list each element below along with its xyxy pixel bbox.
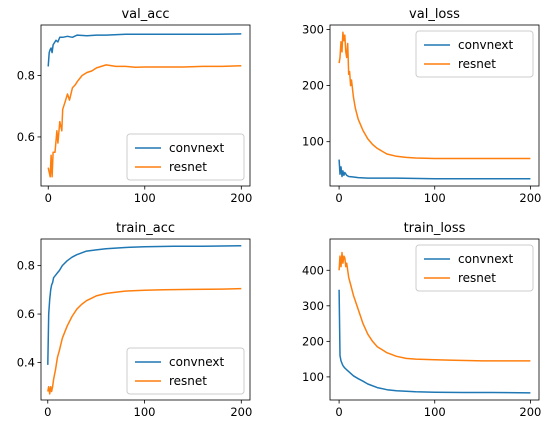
legend-label-resnet: resnet: [169, 374, 207, 388]
legend-label-resnet: resnet: [458, 57, 496, 71]
legend-label-convnext: convnext: [169, 355, 225, 369]
y-tick-label: 200: [302, 79, 324, 93]
legend-label-convnext: convnext: [169, 141, 225, 155]
x-tick-label: 100: [424, 405, 446, 419]
x-tick-label: 100: [134, 191, 156, 205]
x-tick-label: 200: [230, 191, 252, 205]
panel-title-train-acc: train_acc: [116, 221, 175, 236]
series-line-resnet: [338, 31, 531, 160]
axes-frame: [40, 24, 251, 187]
panel-title-val-acc: val_acc: [121, 7, 169, 22]
legend-label-convnext: convnext: [458, 252, 514, 266]
x-tick-label: 200: [519, 405, 541, 419]
legend: convnext resnet: [126, 347, 245, 395]
legend: convnext resnet: [126, 133, 245, 181]
series-line-resnet: [338, 251, 531, 362]
y-tick-label: 0.8: [17, 69, 35, 83]
legend-box: [415, 244, 534, 292]
legend: convnext resnet: [415, 30, 534, 78]
series-line-resnet: [47, 64, 242, 178]
legend-box: [126, 347, 245, 395]
y-tick-label: 300: [302, 22, 324, 36]
axes-frame: [40, 238, 251, 401]
series-line-convnext: [47, 245, 242, 365]
y-tick-label: 200: [302, 334, 324, 348]
x-tick-label: 200: [230, 405, 252, 419]
x-tick-label: 0: [335, 191, 342, 205]
y-tick-label: 300: [302, 299, 324, 313]
x-tick-label: 0: [45, 191, 52, 205]
y-tick-label: 100: [302, 135, 324, 149]
panel-title-train-loss: train_loss: [404, 221, 466, 236]
x-tick-label: 100: [424, 191, 446, 205]
legend-box: [126, 133, 245, 181]
panel-train-loss: train_loss 0 100 200 100 200 300 400 convnext re…: [302, 221, 541, 419]
legend-label-resnet: resnet: [458, 271, 496, 285]
y-tick-label: 400: [302, 263, 324, 277]
series-line-convnext: [338, 159, 531, 180]
x-tick-label: 200: [519, 191, 541, 205]
y-tick-label: 100: [302, 370, 324, 384]
legend-label-resnet: resnet: [169, 160, 207, 174]
y-tick-label: 0.4: [17, 355, 35, 369]
series-line-convnext: [47, 33, 242, 67]
panel-val-loss: val_loss 0 100 200 100 200 300 convnext resnet: [302, 7, 541, 205]
x-tick-label: 100: [134, 405, 156, 419]
legend-label-convnext: convnext: [458, 38, 514, 52]
legend-box: [415, 30, 534, 78]
legend: convnext resnet: [415, 244, 534, 292]
y-tick-label: 0.6: [17, 130, 35, 144]
series-line-convnext: [338, 289, 531, 394]
panel-title-val-loss: val_loss: [409, 7, 460, 22]
y-tick-label: 0.6: [17, 307, 35, 321]
panel-train-acc: train_acc 0 100 200 0.4 0.6 0.8 convnext resnet: [17, 221, 253, 419]
series-line-resnet: [47, 287, 242, 395]
x-tick-label: 0: [44, 405, 51, 419]
x-tick-label: 0: [335, 405, 342, 419]
y-tick-label: 0.8: [17, 259, 35, 273]
panel-val-acc: val_acc 0 100 200 0.6 0.8 convnext resnet: [17, 7, 253, 205]
